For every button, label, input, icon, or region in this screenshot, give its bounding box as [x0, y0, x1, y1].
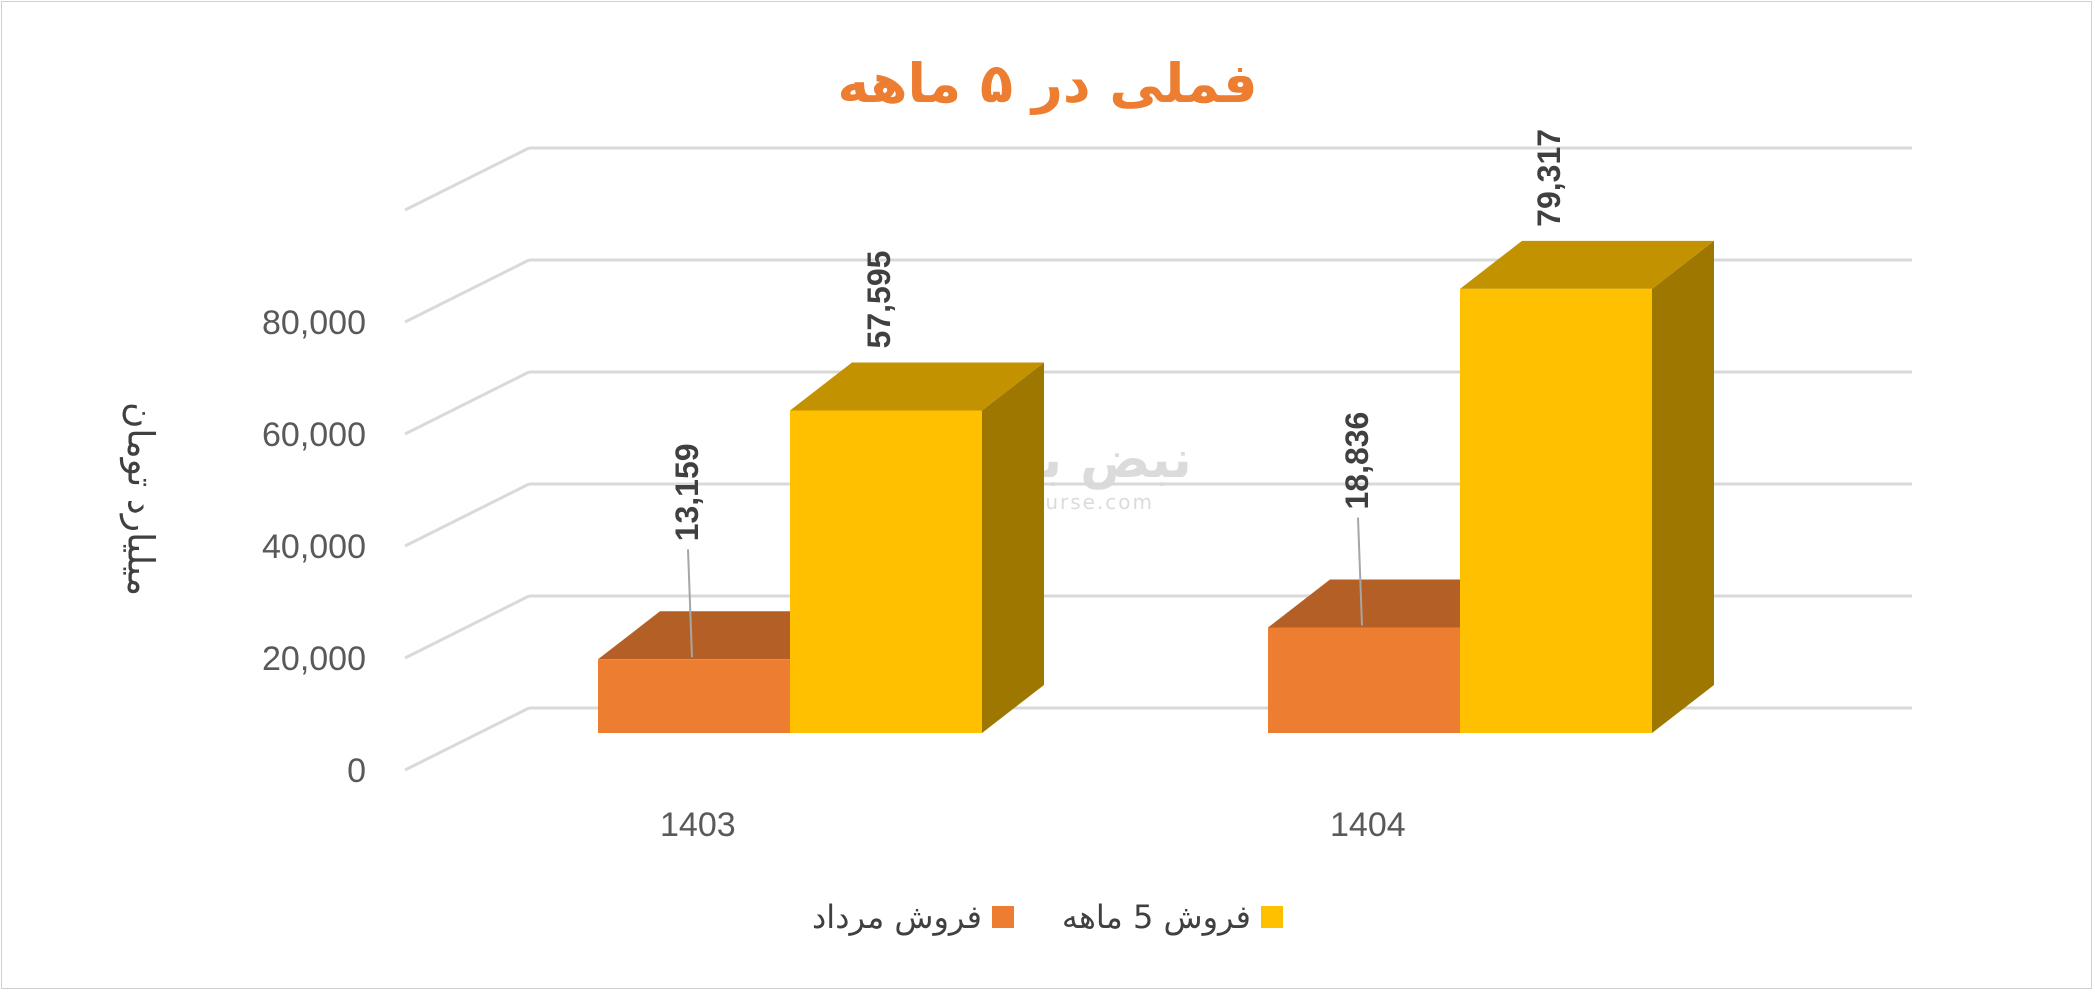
data-label-leader: [1357, 517, 1363, 626]
legend-item-series-2: فروش 5 ماهه: [1062, 898, 1283, 936]
y-tick-label: 20,000: [262, 640, 366, 678]
bar-top: [1460, 240, 1714, 289]
bar-top: [598, 611, 852, 660]
bar-side: [1652, 240, 1714, 733]
y-tick-label: 80,000: [262, 304, 366, 342]
y-tick-label: 0: [347, 752, 366, 790]
y-tick-label: 40,000: [262, 528, 366, 566]
x-tick-label: 1403: [660, 806, 736, 844]
gridline-side: [404, 258, 530, 324]
x-tick-label: 1404: [1330, 806, 1406, 844]
legend-item-series-1: فروش مرداد: [812, 898, 1014, 936]
bar-side: [982, 362, 1044, 733]
gridline-side: [404, 706, 530, 772]
gridline-side: [404, 146, 530, 212]
bar: [1268, 627, 1460, 733]
legend-swatch-series-2: [1260, 906, 1283, 928]
bar-top: [1268, 579, 1522, 628]
gridline-side: [404, 370, 530, 436]
data-label: 18,836: [1339, 412, 1375, 510]
legend: فروش 5 ماهه فروش مرداد: [0, 898, 2095, 936]
data-label: 79,317: [1531, 129, 1567, 227]
bar-top: [790, 362, 1044, 411]
gridline-side: [404, 594, 530, 660]
legend-swatch-series-1: [991, 906, 1014, 928]
data-label: 57,595: [861, 251, 897, 349]
bar: [790, 410, 982, 733]
bar: [1460, 288, 1652, 733]
chart-title: فملی در ۵ ماهه: [837, 52, 1258, 115]
legend-label-series-2: فروش 5 ماهه: [1061, 898, 1251, 936]
data-label: 13,159: [669, 443, 705, 541]
data-label-leader: [687, 549, 693, 658]
gridline-side: [404, 482, 530, 548]
y-tick-label: 60,000: [262, 416, 366, 454]
bar: [598, 659, 790, 733]
legend-label-series-1: فروش مرداد: [812, 898, 982, 936]
